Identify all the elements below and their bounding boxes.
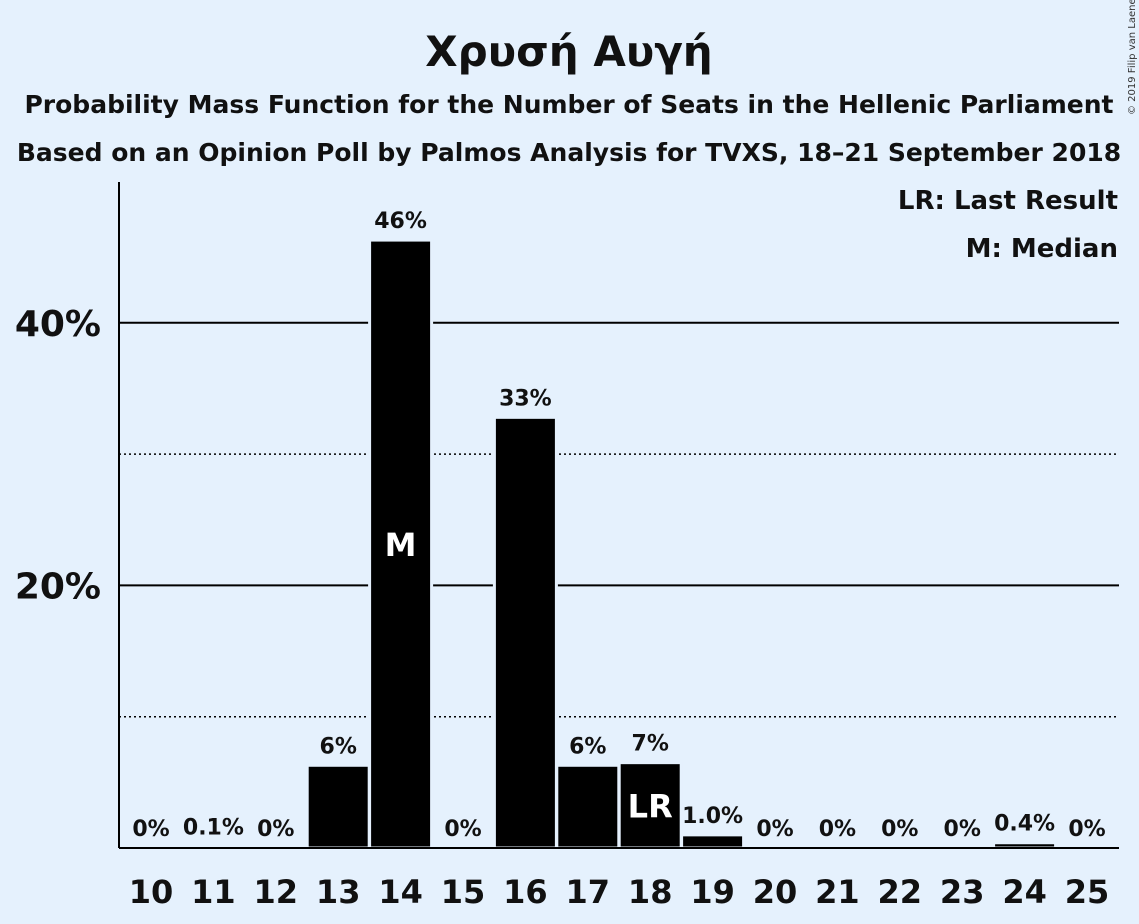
data-label-seats-12: 0% — [257, 817, 294, 842]
x-tick-label: 25 — [1065, 873, 1110, 911]
chart-subtitle-line-2: Based on an Opinion Poll by Palmos Analy… — [17, 138, 1121, 167]
x-tick-label: 12 — [254, 873, 299, 911]
x-tick-label: 14 — [378, 873, 423, 911]
bar-seats-14 — [368, 238, 434, 850]
data-label-seats-21: 0% — [819, 817, 856, 842]
x-tick-label: 22 — [878, 873, 923, 911]
data-label-seats-11: 0.1% — [183, 816, 244, 841]
x-axis: 10 11 12 13 14 15 16 17 18 19 20 21 22 23 24 25 — [119, 847, 1119, 911]
data-label-seats-24: 0.4% — [994, 812, 1055, 837]
bar-seats-13 — [305, 763, 371, 850]
data-label-seats-20: 0% — [756, 817, 793, 842]
data-label-seats-22: 0% — [881, 817, 918, 842]
copyright-notice: © 2019 Filip van Laenen — [1127, 0, 1138, 115]
x-tick-label: 17 — [566, 873, 611, 911]
gridlines — [119, 321, 1119, 718]
x-tick-label: 20 — [753, 873, 798, 911]
legend-median: M: Median — [966, 234, 1118, 264]
y-axis: 20% 40% — [15, 182, 120, 848]
x-tick-label: 10 — [129, 873, 174, 911]
chart-title: Χρυσή Αυγή — [425, 27, 712, 76]
x-tick-label: 13 — [316, 873, 361, 911]
y-tick-label: 20% — [15, 566, 101, 607]
data-label-seats-25: 0% — [1068, 817, 1105, 842]
data-label-seats-19: 1.0% — [682, 804, 743, 829]
x-tick-label: 19 — [690, 873, 735, 911]
data-label-seats-23: 0% — [944, 817, 981, 842]
bars — [180, 238, 1058, 850]
data-label-seats-16: 33% — [499, 386, 552, 411]
x-tick-label: 16 — [503, 873, 548, 911]
data-label-seats-18: 7% — [632, 732, 669, 757]
data-label-seats-17: 6% — [569, 734, 606, 759]
median-marker: M — [385, 526, 417, 564]
data-label-seats-13: 6% — [320, 734, 357, 759]
x-tick-label: 15 — [441, 873, 486, 911]
x-tick-label: 21 — [815, 873, 860, 911]
data-label-seats-15: 0% — [444, 817, 481, 842]
last-result-marker: LR — [628, 787, 673, 825]
x-tick-label: 23 — [940, 873, 985, 911]
x-tick-label: 11 — [191, 873, 236, 911]
data-labels: 0% 0.1% 0% 6% 46% 0% 33% 6% 7% 1.0% 0% 0% 0% 0% 0.4% 0%… — [132, 209, 1105, 842]
y-tick-label: 40% — [15, 304, 101, 345]
bar-seats-17 — [555, 763, 621, 850]
x-tick-label: 18 — [628, 873, 673, 911]
x-tick-label: 24 — [1002, 873, 1047, 911]
data-label-seats-10: 0% — [132, 817, 169, 842]
chart-subtitle-line-1: Probability Mass Function for the Number… — [24, 90, 1113, 119]
data-label-seats-14: 46% — [374, 209, 427, 234]
bar-seats-19 — [680, 833, 746, 850]
bar-seats-16 — [492, 415, 558, 850]
legend-last-result: LR: Last Result — [898, 186, 1118, 216]
